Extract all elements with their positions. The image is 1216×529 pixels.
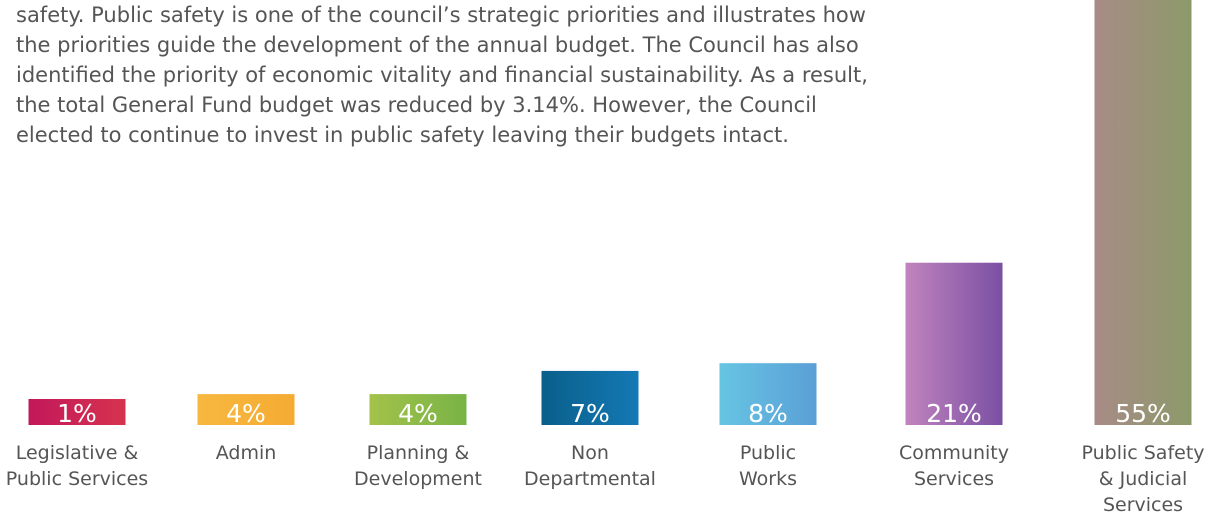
intro-line: the total General Fund budget was reduce… bbox=[16, 93, 817, 117]
labels-layer: 1% Legislative & Public Services 4% Admin 4% P… bbox=[6, 399, 1205, 516]
bar-value-label: 4% bbox=[226, 399, 266, 428]
intro-line: elected to continue to invest in public … bbox=[16, 123, 789, 147]
bar-value-label: 7% bbox=[570, 399, 610, 428]
bar-value-label: 8% bbox=[748, 399, 788, 428]
bar bbox=[719, 363, 817, 425]
category-label: Admin bbox=[216, 442, 277, 464]
bar bbox=[905, 262, 1003, 425]
bar-value-label: 21% bbox=[926, 399, 982, 428]
bar-value-label: 4% bbox=[398, 399, 438, 428]
category-label: Public Safety & Judicial Services bbox=[1081, 442, 1204, 516]
intro-paragraph: safety. Public safety is one of the coun… bbox=[16, 0, 886, 150]
bar bbox=[369, 394, 467, 425]
category-label: Public Works bbox=[739, 442, 797, 490]
category-label: Planning & Development bbox=[354, 442, 482, 490]
intro-line: the priorities guide the development of … bbox=[16, 33, 859, 57]
intro-line: identified the priority of economic vita… bbox=[16, 63, 868, 87]
category-label: Legislative & Public Services bbox=[6, 442, 148, 490]
category-label: Community Services bbox=[899, 442, 1009, 490]
bar-value-label: 55% bbox=[1115, 399, 1171, 428]
category-label: Non Departmental bbox=[524, 442, 656, 490]
bar bbox=[197, 394, 295, 425]
bars-layer bbox=[28, 0, 1192, 425]
bar-value-label: 1% bbox=[57, 399, 97, 428]
bar bbox=[1094, 0, 1192, 425]
bar bbox=[28, 399, 126, 425]
intro-line: safety. Public safety is one of the coun… bbox=[16, 3, 866, 27]
bar bbox=[541, 370, 639, 425]
